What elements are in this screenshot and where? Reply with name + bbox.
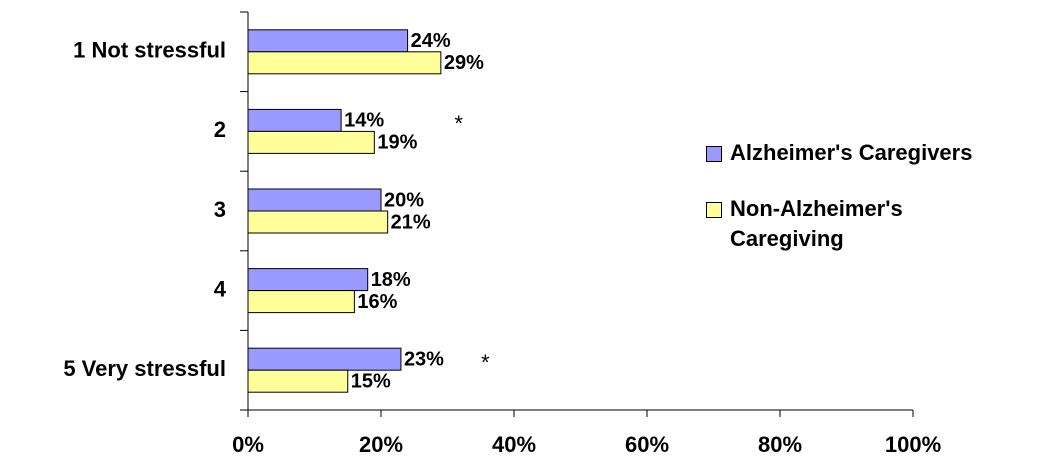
annotation: * [454, 111, 463, 136]
bar [247, 268, 369, 292]
bar [247, 369, 349, 393]
category-label: 5 Very stressful [63, 356, 226, 381]
bar [247, 130, 375, 154]
annotation: * [481, 350, 490, 375]
legend-swatch [706, 146, 722, 162]
bar [247, 188, 382, 212]
x-tick-label: 40% [492, 432, 536, 457]
legend-swatch [706, 202, 722, 218]
x-tick-label: 100% [885, 432, 941, 457]
category-label: 4 [214, 276, 227, 301]
x-tick-label: 20% [359, 432, 403, 457]
category-label: 1 Not stressful [73, 38, 226, 63]
value-label: 14% [344, 110, 384, 132]
value-label: 18% [371, 269, 411, 291]
legend-item: Alzheimer's Caregivers [706, 140, 1056, 168]
category-label: 2 [214, 117, 226, 142]
value-label: 29% [444, 52, 484, 74]
category-label: 3 [214, 197, 226, 222]
value-label: 16% [357, 291, 397, 313]
bar [247, 290, 355, 314]
value-label: 23% [404, 348, 444, 370]
x-tick-label: 80% [758, 432, 802, 457]
value-label: 21% [391, 211, 431, 233]
legend: Alzheimer's Caregivers Non-Alzheimer's Ca… [706, 140, 1056, 282]
bar [247, 29, 409, 53]
value-label: 19% [377, 132, 417, 154]
legend-label: Non-Alzheimer's Caregiving [730, 196, 903, 251]
bar [247, 347, 402, 371]
x-tick-label: 0% [232, 432, 264, 457]
bar [247, 108, 342, 132]
legend-item: Non-Alzheimer's Caregiving [706, 196, 1056, 254]
bar [247, 51, 442, 75]
bar [247, 210, 389, 234]
value-label: 20% [384, 189, 424, 211]
legend-label: Alzheimer's Caregivers [730, 140, 973, 165]
x-tick-label: 60% [625, 432, 669, 457]
value-label: 24% [411, 30, 451, 52]
value-label: 15% [351, 370, 391, 392]
